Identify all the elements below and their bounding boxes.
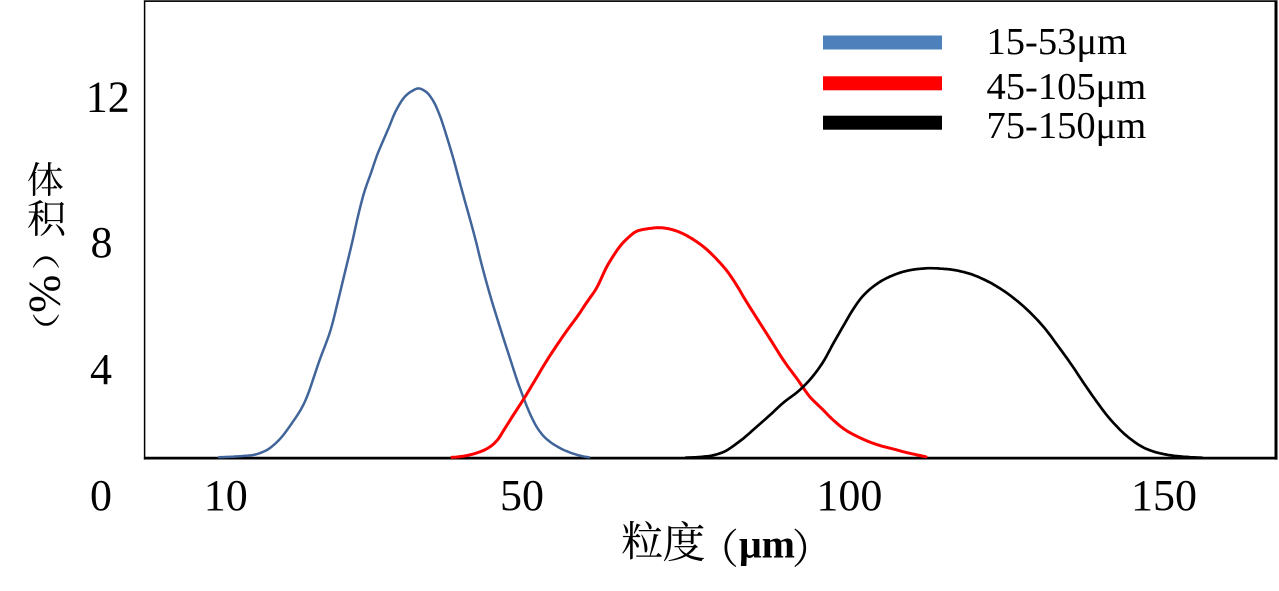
- svg-text:45-105μm: 45-105μm: [987, 66, 1147, 108]
- svg-text:μm: μm: [739, 522, 795, 567]
- svg-text:0: 0: [90, 471, 112, 520]
- svg-text:10: 10: [204, 471, 248, 520]
- svg-text:15-53μm: 15-53μm: [987, 21, 1127, 63]
- svg-text:8: 8: [91, 218, 113, 267]
- svg-text:4: 4: [90, 345, 112, 394]
- svg-text:12: 12: [86, 73, 130, 122]
- svg-text:150: 150: [1131, 471, 1197, 520]
- svg-text:%: %: [20, 275, 71, 313]
- svg-text:100: 100: [816, 471, 882, 520]
- svg-text:75-150μm: 75-150μm: [987, 105, 1147, 147]
- svg-text:50: 50: [500, 471, 544, 520]
